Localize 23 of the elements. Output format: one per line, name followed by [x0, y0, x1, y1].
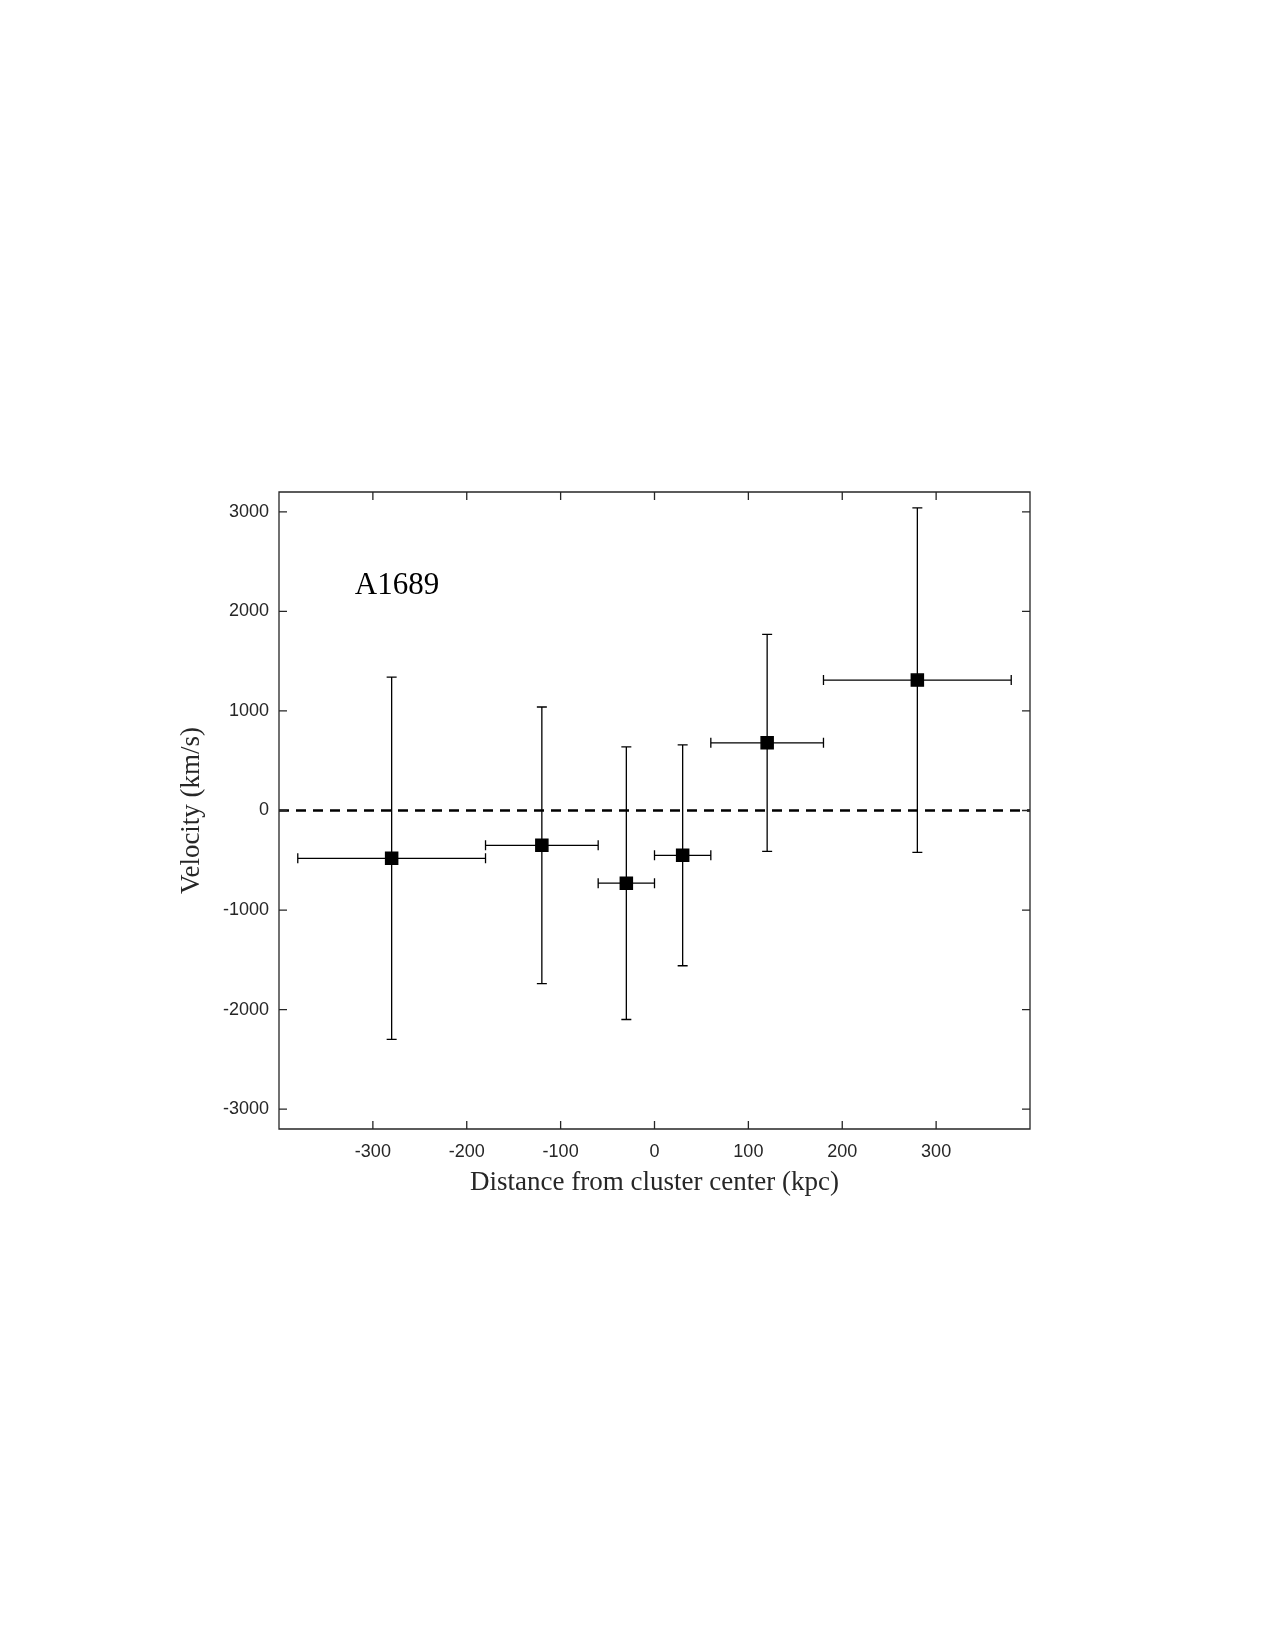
- x-tick-label: 300: [921, 1140, 952, 1161]
- annotation: A1689: [354, 566, 440, 602]
- x-tick-label: -300: [354, 1140, 391, 1161]
- point: [675, 848, 690, 863]
- y-axis-title: Velocity (km/s): [175, 726, 206, 895]
- point: [910, 673, 925, 687]
- point: [619, 876, 634, 890]
- y-tick-label: -1000: [222, 899, 269, 919]
- y-tick-label: 1000: [228, 699, 269, 720]
- x-tick-label: 200: [827, 1140, 858, 1161]
- point: [760, 736, 774, 750]
- point: [535, 838, 549, 853]
- point: [384, 851, 399, 866]
- y-tick-label: 2000: [228, 600, 269, 621]
- x-tick-label: -200: [448, 1140, 485, 1161]
- y-tick-label: -2000: [222, 998, 269, 1019]
- y-tick-label: 0: [258, 799, 269, 820]
- x-tick-label: 100: [733, 1140, 764, 1161]
- x-axis-title: Distance from cluster center (kpc): [470, 1165, 839, 1196]
- y-tick-label: 3000: [228, 500, 269, 521]
- x-tick-label: 0: [649, 1140, 660, 1161]
- x-tick-label: -100: [542, 1140, 579, 1161]
- y-tick-label: -3000: [222, 1098, 269, 1119]
